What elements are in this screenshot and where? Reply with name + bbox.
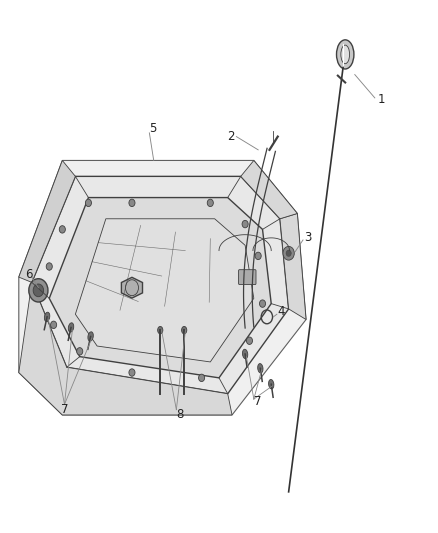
Circle shape (242, 220, 248, 228)
Ellipse shape (341, 45, 350, 63)
Circle shape (59, 225, 65, 233)
Text: 4: 4 (278, 305, 285, 318)
Polygon shape (280, 214, 306, 319)
Text: 1: 1 (378, 93, 385, 106)
Circle shape (29, 279, 48, 302)
Ellipse shape (158, 326, 163, 334)
Circle shape (286, 250, 291, 256)
Text: 8: 8 (177, 408, 184, 422)
Circle shape (85, 199, 92, 207)
Circle shape (255, 252, 261, 260)
Ellipse shape (268, 379, 274, 389)
Text: 2: 2 (227, 130, 234, 143)
Circle shape (33, 284, 44, 297)
Text: 3: 3 (304, 231, 311, 244)
Text: 5: 5 (149, 122, 157, 135)
Polygon shape (75, 219, 254, 362)
Polygon shape (32, 176, 289, 394)
Ellipse shape (44, 312, 50, 321)
Circle shape (207, 199, 213, 207)
Circle shape (46, 263, 52, 270)
Circle shape (259, 300, 265, 308)
Polygon shape (19, 282, 232, 415)
Text: 6: 6 (25, 268, 33, 281)
Ellipse shape (88, 332, 93, 341)
Text: 7: 7 (61, 403, 68, 416)
Circle shape (198, 374, 205, 382)
Circle shape (247, 337, 253, 344)
Ellipse shape (336, 40, 354, 69)
Ellipse shape (68, 323, 74, 332)
Circle shape (283, 246, 294, 260)
Polygon shape (241, 160, 297, 219)
Text: 7: 7 (254, 395, 261, 408)
Circle shape (129, 369, 135, 376)
Ellipse shape (182, 326, 187, 334)
Circle shape (50, 321, 57, 328)
Ellipse shape (258, 364, 263, 373)
Polygon shape (19, 160, 306, 415)
Circle shape (129, 199, 135, 207)
Polygon shape (19, 160, 75, 282)
Circle shape (77, 348, 83, 355)
Polygon shape (49, 198, 271, 378)
Ellipse shape (243, 349, 248, 359)
FancyBboxPatch shape (239, 270, 256, 285)
Polygon shape (121, 277, 142, 298)
